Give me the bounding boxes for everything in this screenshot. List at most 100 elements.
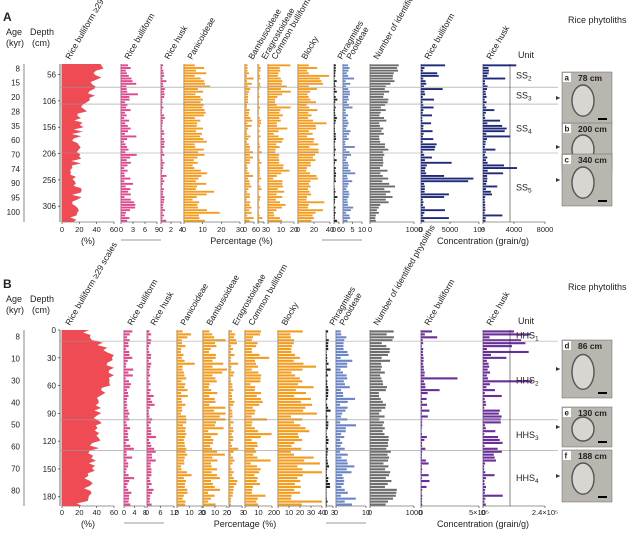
data-bar (421, 409, 430, 412)
data-bar (184, 182, 207, 185)
data-bar (336, 415, 342, 418)
data-bar (421, 217, 449, 220)
data-bar (124, 371, 129, 374)
data-bar (278, 392, 306, 395)
data-bar (161, 101, 163, 104)
data-bar (421, 459, 426, 462)
data-bar (177, 389, 188, 392)
data-bar (334, 130, 335, 133)
data-bar (336, 494, 341, 497)
data-bar (184, 198, 193, 201)
data-bar (184, 93, 196, 96)
data-bar (483, 436, 499, 439)
data-bar (421, 456, 422, 459)
data-bar (203, 438, 214, 442)
data-bar (258, 214, 260, 217)
data-bar (421, 465, 422, 468)
data-bar (336, 403, 341, 406)
data-bar (334, 103, 335, 106)
data-bar (278, 500, 322, 503)
data-bar (177, 412, 181, 415)
data-bar (229, 333, 236, 336)
data-bar (370, 177, 389, 180)
x-tick-label: 10 (254, 508, 262, 517)
data-bar (258, 190, 259, 193)
data-bar (370, 185, 396, 188)
photo-depth-label: 188 cm (578, 451, 607, 461)
data-bar (421, 124, 424, 127)
data-bar (177, 438, 184, 442)
data-bar (421, 206, 425, 209)
data-bar (483, 80, 486, 83)
data-bar (203, 371, 223, 374)
data-bar (229, 503, 231, 506)
unit-title: Unit (518, 316, 535, 326)
data-bar (483, 480, 485, 483)
age-tick-label: 8 (16, 64, 21, 73)
data-bar (278, 377, 300, 380)
data-bar (336, 447, 345, 450)
data-bar (421, 96, 423, 98)
data-bar (278, 394, 295, 398)
data-bar (161, 161, 165, 164)
data-bar (421, 494, 423, 497)
data-bar (177, 394, 188, 398)
data-bar (258, 122, 262, 125)
data-bar (298, 130, 309, 133)
data-bar (161, 214, 165, 217)
data-bar (326, 447, 329, 450)
data-bar (334, 209, 335, 212)
data-bar (203, 497, 211, 500)
data-bar (326, 368, 331, 371)
data-bar (258, 146, 261, 148)
x-tick-label: 6 (143, 225, 147, 234)
data-bar (370, 124, 380, 127)
data-bar (298, 98, 311, 101)
data-bar (121, 198, 131, 201)
data-bar (421, 453, 422, 456)
data-bar (177, 421, 187, 424)
data-bar (483, 135, 511, 138)
age-tick-label: 28 (11, 107, 20, 116)
data-bar (370, 362, 382, 365)
data-bar (370, 117, 385, 119)
data-bar (245, 374, 262, 377)
data-bar (258, 182, 259, 185)
phytolith-photo: e 130 cm (556, 406, 613, 448)
data-bar (336, 374, 347, 377)
x-tick-label: 20 (268, 508, 276, 517)
data-bar (124, 412, 130, 415)
unit-label: HHS3 (516, 430, 539, 442)
photos-title: Rice phytoliths (568, 15, 627, 25)
photo-depth-label: 78 cm (578, 73, 603, 83)
data-bar (245, 82, 252, 85)
data-bar (343, 96, 349, 98)
data-bar (147, 427, 151, 430)
data-bar (229, 415, 233, 418)
age-tick-label: 70 (11, 465, 20, 474)
data-bar (245, 101, 249, 104)
data-bar (326, 474, 327, 477)
data-bar (258, 72, 260, 75)
data-bar (343, 143, 346, 146)
data-bar (483, 188, 486, 191)
data-bar (343, 206, 354, 209)
data-bar (370, 67, 398, 69)
data-bar (298, 85, 309, 88)
data-bar (370, 127, 384, 130)
data-bar (245, 503, 259, 506)
x-tick-label: 0 (266, 225, 270, 234)
data-bar (343, 201, 348, 204)
data-bar (326, 392, 329, 395)
data-bar (336, 485, 342, 488)
data-bar (334, 109, 336, 112)
data-bar (245, 441, 258, 444)
data-bar (343, 164, 349, 167)
data-bar (184, 109, 205, 112)
arrow-head (556, 474, 560, 478)
data-bar (421, 132, 424, 135)
data-bar (124, 462, 129, 465)
data-bar (184, 111, 206, 114)
